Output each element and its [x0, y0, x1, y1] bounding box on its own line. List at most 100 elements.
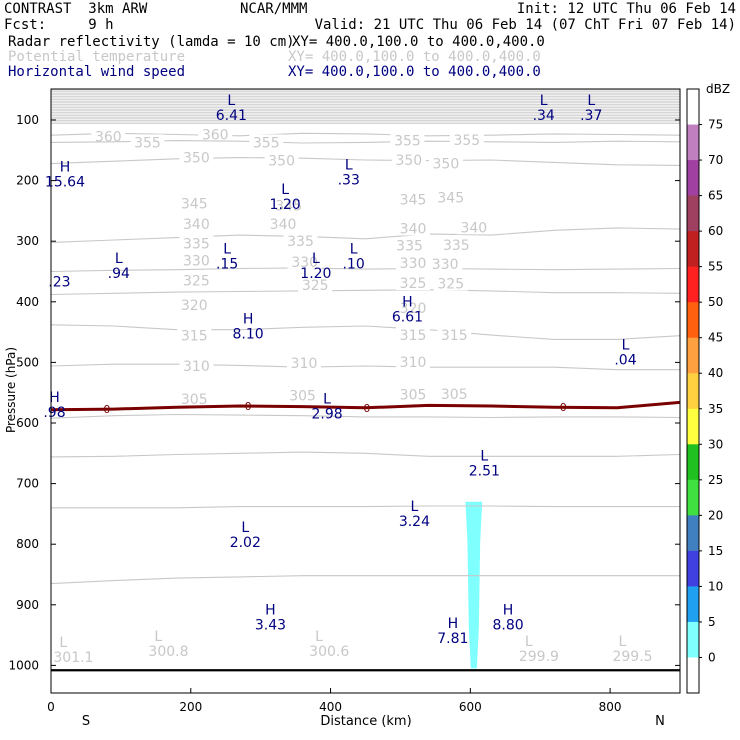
theta-label-bg	[396, 299, 431, 315]
wind-extremum-value: .98	[43, 405, 65, 421]
valid-time: Valid: 21 UTC Thu 06 Feb 14 (07 ChT Fri …	[314, 17, 736, 33]
colorbar-swatch	[687, 515, 699, 552]
theta-label-bg	[198, 126, 233, 142]
theta-label-345: 345	[275, 198, 302, 214]
theta-label-315: 315	[400, 328, 427, 344]
theta-label-bg	[286, 355, 321, 371]
wind-extremum-value: 15.64	[45, 175, 85, 191]
theta-isolines: 360 360 355 355 355 355 350 350 350 350 345 345 345 3…	[51, 126, 680, 585]
wind-extremum-symbol: H	[60, 160, 71, 176]
theta-label-bg	[130, 134, 165, 150]
wind-extremum-symbol: L	[622, 338, 630, 354]
y-tick-label: 600	[16, 416, 39, 430]
theta-label-bg	[396, 275, 431, 291]
zero-contour-layer: 0 0 0 0	[51, 400, 680, 416]
colorbar-swatch	[687, 586, 699, 623]
theta-min-value: 301.1	[53, 650, 93, 666]
colorbar-swatch	[687, 337, 699, 374]
theta-label-310: 310	[291, 356, 318, 372]
theta-label-bg	[396, 353, 431, 369]
colorbar-swatch	[687, 124, 699, 161]
theta-isoline-315	[51, 451, 680, 458]
colorbar-label: 65	[708, 189, 723, 203]
theta-label-360: 360	[95, 129, 122, 145]
theta-label-bg	[179, 252, 214, 268]
theta-label-320: 320	[400, 301, 427, 317]
theta-label-bg	[179, 216, 214, 232]
theta-label-bg	[266, 216, 301, 232]
theta-min-value: 299.9	[519, 649, 559, 665]
theta-min-symbol: L	[154, 629, 162, 645]
theta-label-bg	[179, 272, 214, 288]
wind-extremum-symbol: L	[241, 520, 249, 536]
institution-label: NCAR/MMM	[240, 1, 308, 17]
theta-label-305: 305	[441, 387, 468, 403]
y-tick-label: 1000	[8, 658, 39, 672]
reflectivity-layer	[465, 501, 483, 669]
theta-isoline-310	[51, 505, 680, 509]
theta-label-340: 340	[270, 217, 297, 233]
theta-label-bg	[391, 151, 426, 167]
theta-min-value: 300.8	[148, 644, 188, 660]
theta-label-bg	[177, 195, 212, 211]
wind-extremum-symbol: L	[115, 251, 123, 267]
plot-frame	[50, 88, 681, 694]
theta-label-325: 325	[183, 274, 210, 290]
x-tick-label: 600	[459, 700, 482, 714]
colorbar-label: 15	[708, 544, 723, 558]
wind-extremum-symbol: H	[49, 390, 60, 406]
theta-label-335: 335	[443, 238, 470, 254]
wind-extremum-value: .94	[108, 266, 130, 282]
colorbar-label: 75	[708, 118, 723, 132]
north-label: N	[655, 714, 665, 729]
colorbar-swatch	[687, 195, 699, 232]
field-theta-xy: XY= 400.0,100.0 to 400.0,400.0	[288, 49, 541, 65]
x-tick-label: 200	[179, 700, 202, 714]
wind-extremum-symbol: H	[448, 616, 459, 632]
theta-label-350: 350	[433, 157, 460, 173]
wind-extremum-value: 1.20	[300, 266, 331, 282]
wind-extremum-value: 2.98	[311, 407, 342, 423]
theta-label-305: 305	[289, 389, 316, 405]
extrema-markers: L301.1L300.8L300.6L299.9L299.5L6.41L.34L…	[43, 93, 652, 666]
theta-min-value: 300.6	[309, 644, 349, 660]
theta-label-bg	[177, 296, 212, 312]
y-tick-label: 400	[16, 295, 39, 309]
colorbar-label: 5	[708, 615, 716, 629]
wind-extremum-value: .15	[216, 256, 238, 272]
field-wind-xy: XY= 400.0,100.0 to 400.0,400.0	[288, 64, 541, 80]
colorbar-label: 35	[708, 402, 723, 416]
theta-label-325: 325	[302, 278, 329, 294]
colorbar-swatch	[687, 89, 699, 126]
colorbar-label: 0	[708, 650, 716, 664]
theta-label-355: 355	[134, 135, 161, 151]
wind-extremum-symbol: L	[345, 158, 353, 174]
theta-label-305: 305	[181, 392, 208, 408]
field-theta-name: Potential temperature	[8, 49, 186, 65]
colorbar-frame	[686, 88, 700, 694]
theta-label-355: 355	[253, 135, 280, 151]
colorbar-label: 55	[708, 260, 723, 274]
theta-label-bg	[433, 189, 468, 205]
colorbar-label: 70	[708, 153, 723, 167]
wind-extremum-symbol: L	[587, 93, 595, 109]
forecast-hour: Fcst: 9 h	[4, 17, 114, 33]
colorbar-swatch	[687, 621, 699, 658]
wind-extremum-symbol: H	[243, 312, 254, 328]
y-tick-label: 300	[16, 234, 39, 248]
theta-isoline-350	[51, 157, 680, 166]
wind-extremum-value: 7.81	[437, 631, 468, 647]
zero-label: 0	[245, 400, 252, 413]
axes: 100 200 300 400 500 600 700 800 900 1000 0 200 400 60…	[4, 88, 681, 729]
zero-label: 0	[103, 403, 110, 416]
plot-background	[51, 89, 680, 693]
field-wind-name: Horizontal wind speed	[8, 64, 186, 80]
theta-isoline-335	[51, 289, 680, 296]
wind-extremum-value: .34	[533, 108, 555, 124]
plot-area	[51, 89, 680, 693]
theta-label-bg	[456, 219, 491, 235]
wind-extremum-value: 6.61	[392, 310, 423, 326]
theta-label-340: 340	[183, 217, 210, 233]
x-axis-title: Distance (km)	[320, 714, 411, 729]
